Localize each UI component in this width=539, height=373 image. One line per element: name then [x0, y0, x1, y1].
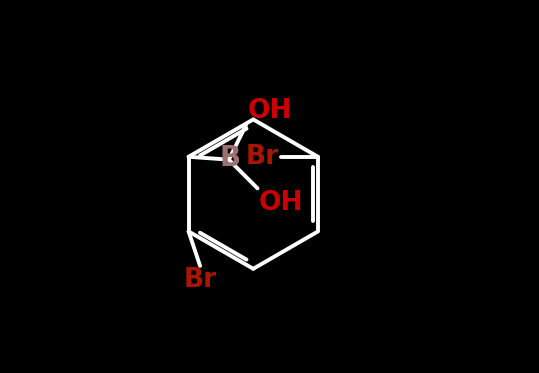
Text: B: B	[220, 144, 241, 172]
Text: Br: Br	[183, 267, 217, 293]
Text: OH: OH	[247, 98, 292, 124]
Text: OH: OH	[259, 190, 303, 216]
Text: Br: Br	[246, 144, 279, 170]
